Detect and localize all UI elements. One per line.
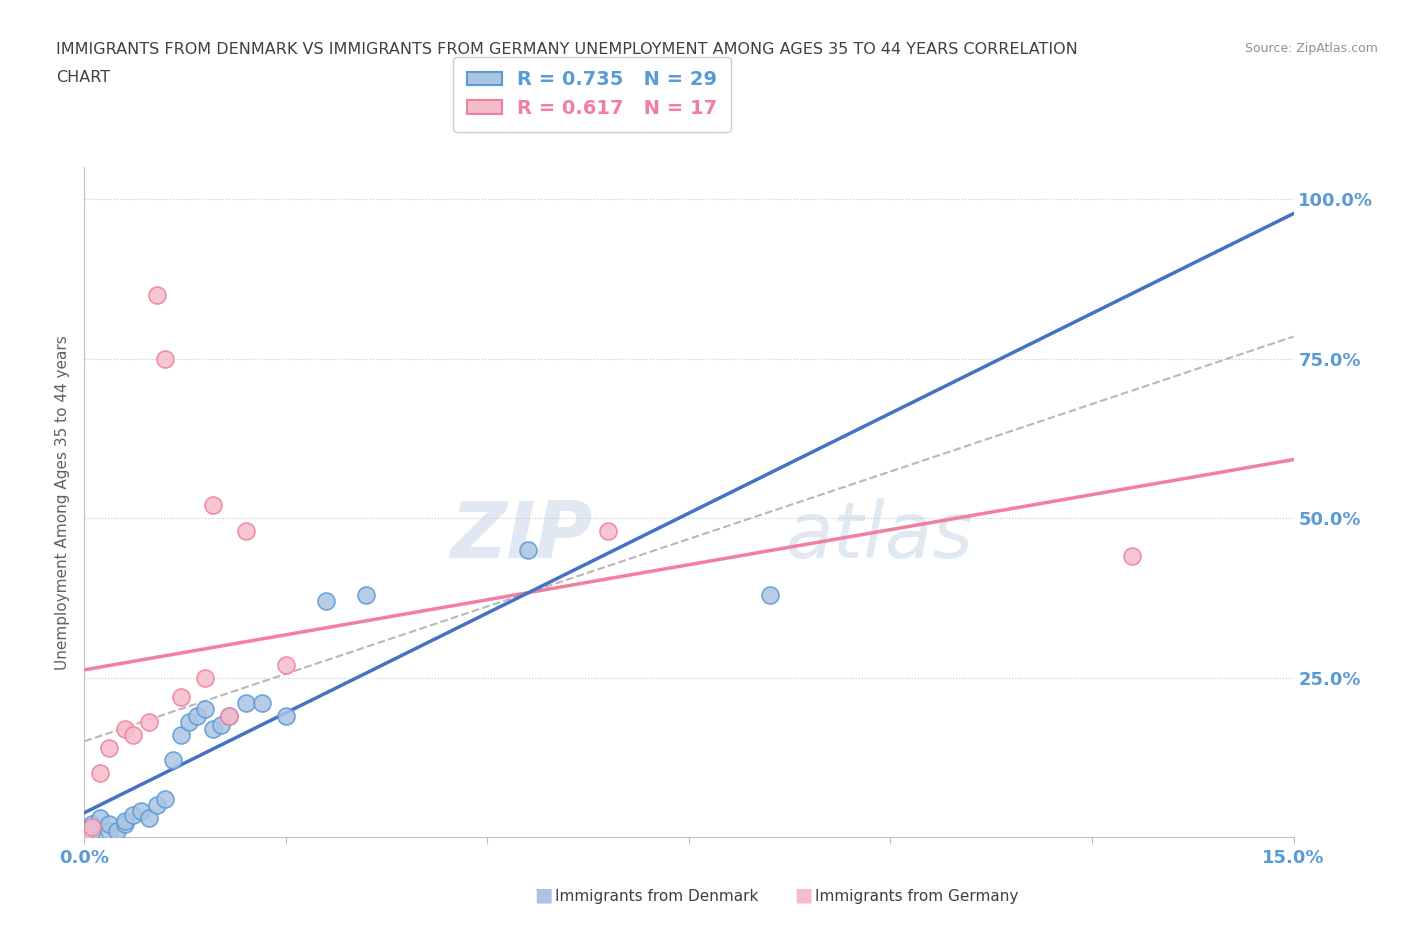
- Point: [153, 791, 176, 806]
- Point: [82, 823, 104, 838]
- Point: [162, 753, 184, 768]
- Point: [153, 352, 176, 366]
- Point: [146, 287, 169, 302]
- Point: [114, 721, 136, 736]
- Text: ZIP: ZIP: [450, 498, 592, 574]
- Point: [105, 823, 128, 838]
- Text: Source: ZipAtlas.com: Source: ZipAtlas.com: [1244, 42, 1378, 55]
- Point: [97, 817, 120, 831]
- Point: [598, 524, 620, 538]
- Point: [274, 658, 297, 672]
- Point: [114, 817, 136, 831]
- Legend: R = 0.735   N = 29, R = 0.617   N = 17: R = 0.735 N = 29, R = 0.617 N = 17: [453, 57, 731, 131]
- Point: [97, 823, 120, 838]
- Point: [89, 765, 111, 780]
- Point: [274, 709, 297, 724]
- Point: [209, 718, 232, 733]
- Point: [235, 524, 257, 538]
- Text: IMMIGRANTS FROM DENMARK VS IMMIGRANTS FROM GERMANY UNEMPLOYMENT AMONG AGES 35 TO: IMMIGRANTS FROM DENMARK VS IMMIGRANTS FR…: [56, 42, 1078, 57]
- Text: ■: ■: [794, 885, 813, 904]
- Point: [129, 804, 152, 819]
- Point: [138, 715, 160, 730]
- Point: [114, 814, 136, 829]
- Point: [218, 709, 240, 724]
- Point: [356, 587, 378, 602]
- Point: [250, 696, 273, 711]
- Point: [146, 798, 169, 813]
- Point: [138, 810, 160, 825]
- Point: [82, 817, 104, 831]
- Text: Immigrants from Germany: Immigrants from Germany: [815, 889, 1019, 904]
- Point: [73, 830, 96, 844]
- Point: [202, 721, 225, 736]
- Point: [73, 830, 96, 844]
- Point: [186, 709, 208, 724]
- Text: ■: ■: [534, 885, 553, 904]
- Point: [170, 727, 193, 742]
- Point: [194, 671, 217, 685]
- Point: [194, 702, 217, 717]
- Point: [179, 715, 201, 730]
- Y-axis label: Unemployment Among Ages 35 to 44 years: Unemployment Among Ages 35 to 44 years: [55, 335, 70, 670]
- Point: [235, 696, 257, 711]
- Point: [170, 689, 193, 704]
- Point: [218, 709, 240, 724]
- Text: CHART: CHART: [56, 70, 110, 85]
- Text: Immigrants from Denmark: Immigrants from Denmark: [555, 889, 759, 904]
- Point: [758, 587, 780, 602]
- Point: [315, 593, 337, 608]
- Point: [516, 542, 538, 557]
- Text: atlas: atlas: [786, 498, 973, 574]
- Point: [202, 498, 225, 512]
- Point: [121, 807, 143, 822]
- Point: [121, 727, 143, 742]
- Point: [82, 820, 104, 835]
- Point: [89, 810, 111, 825]
- Point: [97, 740, 120, 755]
- Point: [1121, 549, 1143, 564]
